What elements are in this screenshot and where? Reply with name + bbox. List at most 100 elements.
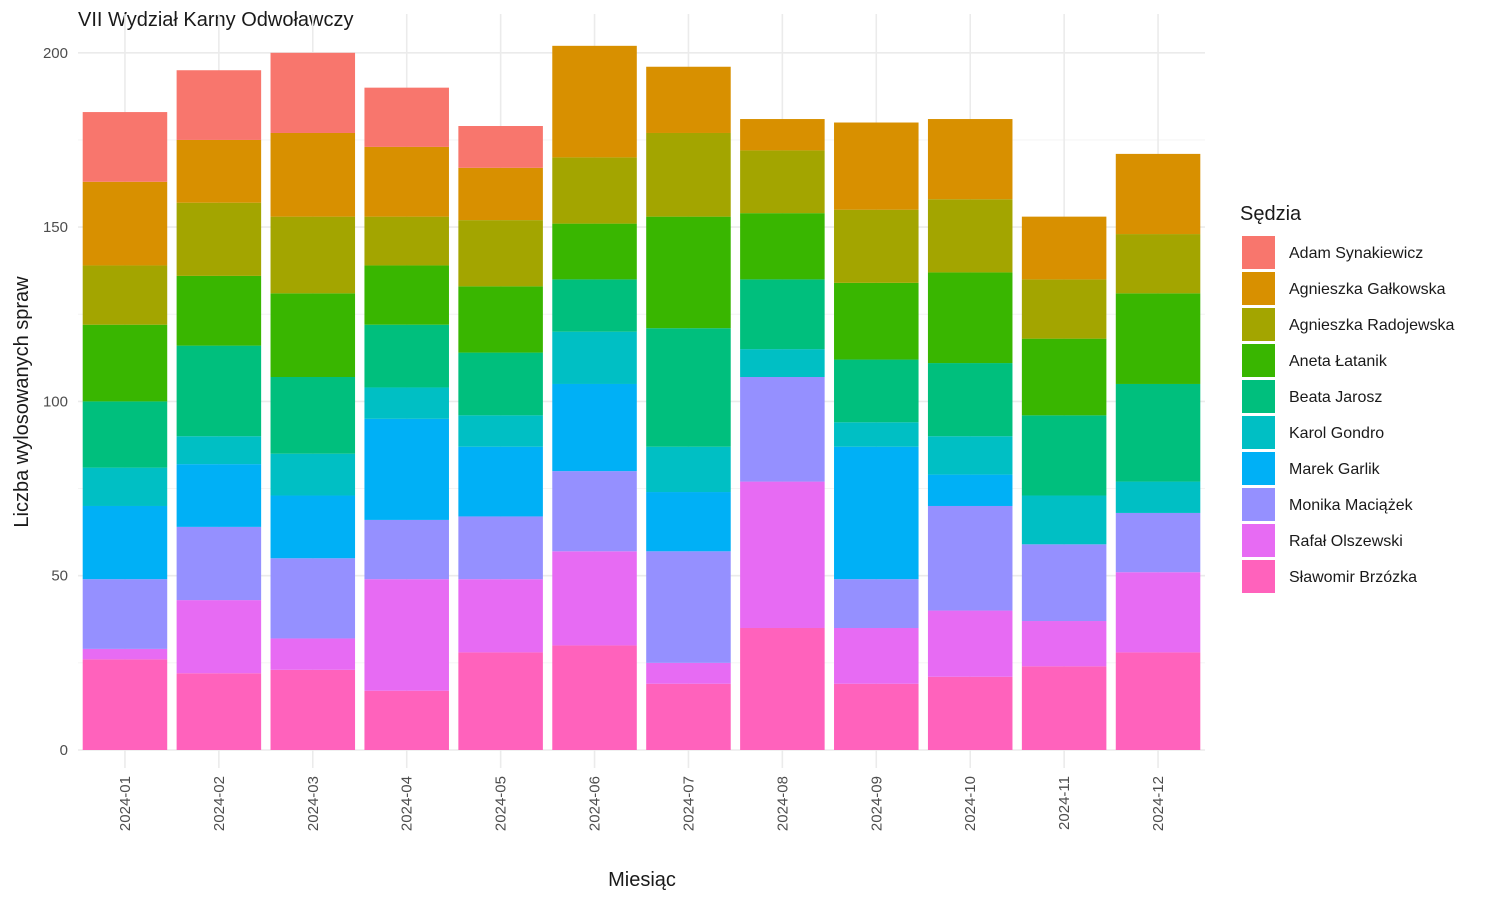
bar-segment xyxy=(270,558,356,639)
bars xyxy=(82,45,1201,750)
bar-segment xyxy=(740,627,825,750)
y-axis-ticks: 0 50 100 150 200 xyxy=(43,45,68,759)
bar-segment xyxy=(646,328,731,447)
bar-segment xyxy=(834,122,919,210)
bar-segment xyxy=(1021,338,1107,416)
x-tick-label: 2024-04 xyxy=(399,776,416,831)
bar-segment xyxy=(364,418,449,520)
bar-segment xyxy=(646,132,731,217)
bar-segment xyxy=(1115,234,1201,294)
bar-segment xyxy=(1115,572,1201,653)
bar-segment xyxy=(458,579,543,653)
bar-segment xyxy=(646,683,731,750)
bar-segment xyxy=(927,610,1013,677)
bar-segment xyxy=(552,223,637,280)
bar-segment xyxy=(364,265,449,325)
bar-segment xyxy=(646,492,731,552)
y-tick-label: 100 xyxy=(43,393,68,410)
x-tick-label: 2024-11 xyxy=(1056,776,1073,830)
bar-segment xyxy=(82,265,168,325)
bar-segment xyxy=(270,216,356,294)
x-tick-label: 2024-03 xyxy=(305,776,322,831)
bar-segment xyxy=(646,446,731,493)
x-tick-label: 2024-08 xyxy=(774,776,791,831)
bar-segment xyxy=(364,579,449,691)
legend-label: Adam Synakiewicz xyxy=(1289,245,1423,262)
bar-segment xyxy=(82,467,168,506)
bar-segment xyxy=(270,132,356,217)
x-tick-label: 2024-07 xyxy=(680,776,697,831)
x-tick-label: 2024-05 xyxy=(493,776,510,831)
bar-segment xyxy=(834,359,919,423)
legend-label: Monika Maciążek xyxy=(1289,497,1414,514)
bar-segment xyxy=(82,505,168,580)
bar-segment xyxy=(927,474,1013,506)
x-axis-ticks: 2024-01 2024-02 2024-03 2024-04 2024-05 2024-… xyxy=(117,776,1167,831)
bar-segment xyxy=(834,579,919,628)
bar-segment xyxy=(364,216,449,266)
bar-segment xyxy=(552,471,637,552)
bar-segment xyxy=(176,202,262,276)
bar-segment xyxy=(834,282,919,360)
bar-segment xyxy=(82,659,168,750)
bar-segment xyxy=(82,401,168,468)
legend-key xyxy=(1242,380,1275,413)
bar-segment xyxy=(927,363,1013,437)
bar-segment xyxy=(740,213,825,280)
bar-segment xyxy=(270,52,356,133)
legend-label: Karol Gondro xyxy=(1289,425,1384,442)
bar-segment xyxy=(82,324,168,402)
x-tick-label: 2024-06 xyxy=(587,776,604,831)
bar-segment xyxy=(176,673,262,750)
bar-segment xyxy=(1021,495,1107,545)
bar-segment xyxy=(1021,279,1107,339)
y-tick-label: 150 xyxy=(43,219,68,236)
bar-segment xyxy=(82,579,168,649)
x-tick-label: 2024-10 xyxy=(962,776,979,831)
y-tick-label: 0 xyxy=(60,742,68,759)
legend-key xyxy=(1242,524,1275,557)
bar-segment xyxy=(270,293,356,377)
bar-segment xyxy=(927,119,1013,200)
bar-segment xyxy=(552,279,637,332)
legend-label: Beata Jarosz xyxy=(1289,389,1382,406)
bar-segment xyxy=(176,600,262,674)
bar-segment xyxy=(458,352,543,416)
bar-segment xyxy=(927,199,1013,273)
bar-segment xyxy=(552,45,637,158)
legend-key xyxy=(1242,344,1275,377)
legend-key xyxy=(1242,560,1275,593)
bar-segment xyxy=(176,345,262,437)
bar-segment xyxy=(1115,153,1201,235)
bar-segment xyxy=(270,669,356,750)
bar-segment xyxy=(646,216,731,329)
bar-segment xyxy=(82,112,168,182)
bar-segment xyxy=(270,638,356,670)
bar-segment xyxy=(552,645,637,750)
bar-segment xyxy=(1115,512,1201,573)
bar-segment xyxy=(458,446,543,517)
legend-key xyxy=(1242,272,1275,305)
bar-segment xyxy=(740,376,825,482)
bar-segment xyxy=(270,495,356,559)
legend-label: Marek Garlik xyxy=(1289,461,1381,478)
bar-segment xyxy=(458,415,543,447)
bar-segment xyxy=(1115,383,1201,482)
bar-segment xyxy=(740,150,825,214)
bar-segment xyxy=(1115,652,1201,750)
bar-segment xyxy=(1115,481,1201,513)
bar-segment xyxy=(82,181,168,266)
x-tick-label: 2024-01 xyxy=(117,776,134,831)
bar-segment xyxy=(552,551,637,646)
bar-segment xyxy=(834,683,919,750)
bar-segment xyxy=(646,66,731,133)
bar-segment xyxy=(176,464,262,527)
bar-segment xyxy=(364,387,449,419)
bar-segment xyxy=(176,436,262,465)
bar-segment xyxy=(176,139,262,203)
bar-segment xyxy=(552,383,637,472)
legend-label: Sławomir Brzózka xyxy=(1289,569,1417,586)
legend-key xyxy=(1242,308,1275,341)
bar-segment xyxy=(552,331,637,384)
